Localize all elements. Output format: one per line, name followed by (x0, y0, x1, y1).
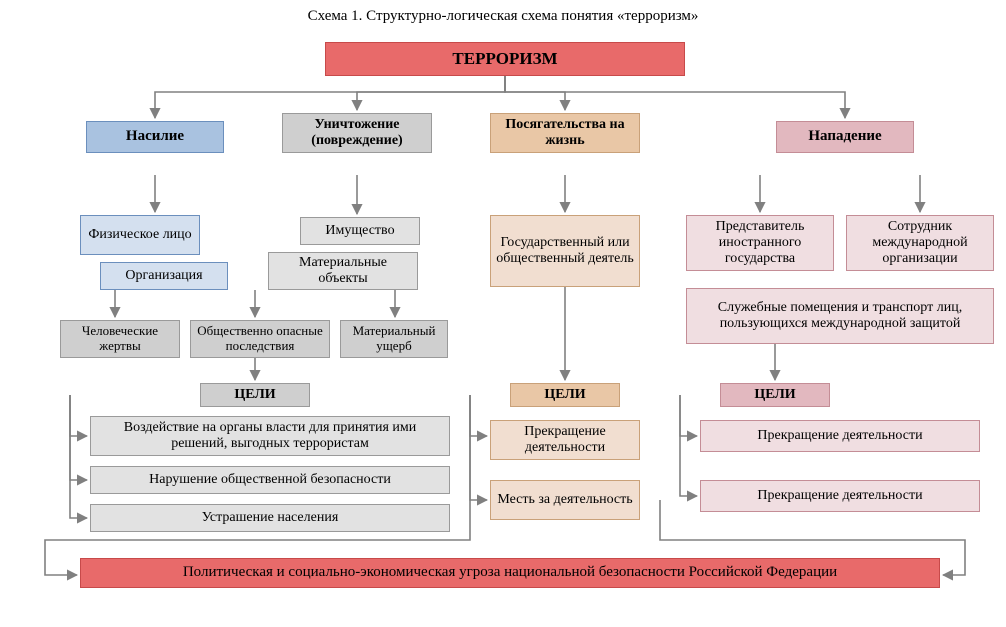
node-bottom: Политическая и социально-экономическая у… (80, 558, 940, 588)
edge-19 (470, 395, 487, 500)
node-g3h: ЦЕЛИ (720, 383, 830, 407)
node-c4b: Сотрудник международной организации (846, 215, 994, 271)
node-g3b: Прекращение деятельности (700, 480, 980, 512)
edge-2 (505, 76, 565, 110)
node-g1c: Устрашение населения (90, 504, 450, 532)
node-c2b: Материальные объекты (268, 252, 418, 290)
edge-15 (70, 395, 87, 436)
edge-20 (680, 395, 697, 436)
node-root: ТЕРРОРИЗМ (325, 42, 685, 76)
edge-18 (470, 395, 487, 436)
node-c4h: Нападение (776, 121, 914, 153)
node-c2h: Уничтожение (повреждение) (282, 113, 432, 153)
node-c1b: Организация (100, 262, 228, 290)
node-o3: Материальный ущерб (340, 320, 448, 358)
node-c4a: Представитель иностранного государства (686, 215, 834, 271)
edge-17 (70, 395, 87, 518)
node-c4c: Служебные помещения и транспорт лиц, пол… (686, 288, 994, 344)
node-c2a: Имущество (300, 217, 420, 245)
node-g1a: Воздействие на органы власти для приняти… (90, 416, 450, 456)
node-c1h: Насилие (86, 121, 224, 153)
node-g1b: Нарушение общественной безопасности (90, 466, 450, 494)
node-g2b: Месть за деятельность (490, 480, 640, 520)
node-c1a: Физическое лицо (80, 215, 200, 255)
node-g1h: ЦЕЛИ (200, 383, 310, 407)
edge-3 (505, 76, 845, 118)
node-c3h: Посягательства на жизнь (490, 113, 640, 153)
node-g2a: Прекращение деятельности (490, 420, 640, 460)
node-g2h: ЦЕЛИ (510, 383, 620, 407)
node-g3a: Прекращение деятельности (700, 420, 980, 452)
edge-1 (357, 76, 505, 110)
edge-0 (155, 76, 505, 118)
node-c3a: Государственный или общественный деятель (490, 215, 640, 287)
node-o2: Общественно опасные последствия (190, 320, 330, 358)
edge-21 (680, 395, 697, 496)
node-o1: Человеческие жертвы (60, 320, 180, 358)
edge-16 (70, 395, 87, 480)
